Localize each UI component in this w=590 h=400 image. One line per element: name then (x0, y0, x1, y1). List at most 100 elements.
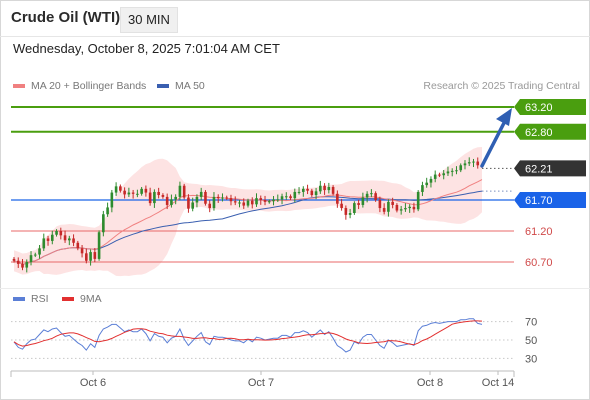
candle (331, 185, 335, 196)
candle (50, 230, 54, 245)
candle-body (412, 206, 416, 210)
candle (114, 182, 118, 196)
candle-body (153, 191, 156, 204)
candle (178, 181, 182, 201)
candle-body (76, 242, 80, 249)
candle (429, 176, 433, 188)
candle-body (433, 174, 437, 179)
ma50-swatch (157, 84, 169, 88)
candle-body (50, 234, 54, 241)
candle-body (425, 182, 428, 186)
rsi-ma-swatch (62, 297, 74, 301)
candle (21, 259, 24, 271)
candle (72, 234, 75, 247)
candle (212, 192, 216, 211)
x-tick-label: Oct 14 (482, 377, 514, 389)
candle-body (336, 193, 339, 204)
candle (127, 187, 131, 198)
candle-body (72, 238, 75, 243)
candle (38, 245, 41, 259)
candle (195, 194, 199, 208)
bollinger-band (14, 147, 482, 277)
candle-body (195, 196, 199, 203)
candle-body (16, 260, 20, 264)
candle (382, 203, 386, 215)
candle-body (450, 170, 454, 172)
candle-body (102, 214, 105, 233)
candle-body (348, 213, 352, 215)
candle (174, 194, 177, 205)
level-label: 61.20 (525, 226, 553, 238)
candle-body (463, 163, 467, 166)
candle-body (314, 191, 318, 196)
candle (357, 199, 360, 210)
candle-body (242, 202, 246, 206)
candle (136, 189, 139, 198)
candle-body (259, 198, 263, 200)
candle-body (267, 201, 271, 203)
candle (76, 240, 80, 251)
candle (319, 180, 322, 194)
candle (348, 208, 352, 219)
candle (323, 183, 326, 195)
candle-body (319, 185, 322, 192)
candle-body (293, 191, 297, 199)
candle (387, 199, 390, 217)
level-label: 61.70 (525, 195, 553, 207)
ma20-swatch (13, 84, 25, 88)
candle-body (276, 199, 280, 201)
candle (416, 190, 420, 212)
candle (29, 251, 33, 266)
candle-body (416, 191, 420, 210)
candle (55, 229, 58, 237)
candle-body (306, 188, 309, 191)
candle-body (459, 165, 463, 171)
candle-body (442, 173, 446, 176)
candle (182, 183, 186, 200)
candle-body (446, 171, 450, 174)
candle (476, 157, 480, 169)
candle-body (212, 196, 216, 209)
rsi-ma-line (13, 320, 483, 347)
candle (170, 194, 173, 208)
candle-body (429, 178, 433, 183)
candle-body (123, 190, 126, 195)
rsi-legend-label: RSI (31, 293, 49, 305)
candle-body (97, 232, 101, 259)
candle-body (310, 190, 314, 196)
candle (455, 166, 458, 175)
candle (16, 257, 20, 268)
candle-body (187, 197, 190, 209)
candle (153, 189, 156, 208)
candle-body (110, 192, 114, 208)
rsi-line (13, 318, 483, 353)
candle-body (216, 196, 220, 199)
candle-body (370, 193, 373, 195)
candle (395, 203, 399, 213)
candle (314, 187, 318, 200)
candle (365, 191, 369, 203)
rsi-divider (0, 288, 590, 289)
candle-body (68, 238, 71, 241)
candle-body (382, 208, 386, 212)
candle (425, 177, 428, 188)
candle (408, 204, 411, 213)
candle (208, 200, 212, 213)
timeframe-button[interactable]: 30 MIN (120, 7, 178, 33)
candle-body (357, 203, 360, 205)
candle (25, 259, 29, 273)
candle (80, 245, 84, 258)
candle-body (114, 186, 118, 193)
candle (450, 168, 454, 177)
candle-body (148, 192, 152, 204)
candle-body (323, 185, 326, 191)
candle (276, 194, 280, 202)
candle (46, 235, 50, 246)
candle (459, 163, 463, 173)
level-label: 62.80 (525, 127, 553, 139)
candle-body (199, 191, 203, 197)
candle (42, 233, 46, 251)
candle-body (25, 262, 29, 268)
candle-body (191, 202, 194, 209)
